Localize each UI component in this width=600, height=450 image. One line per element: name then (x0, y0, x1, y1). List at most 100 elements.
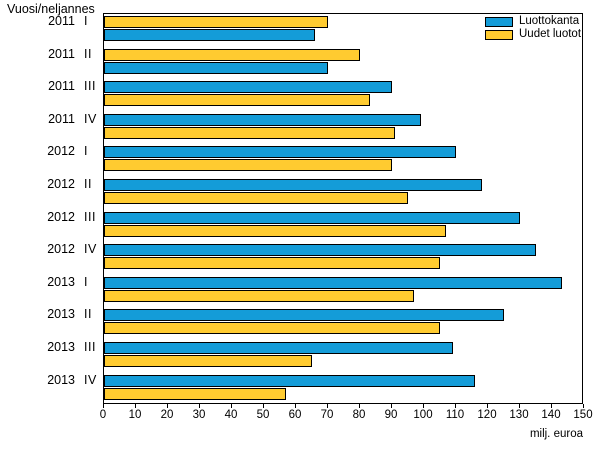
category-label-2012-II: 2012 II (44, 177, 102, 191)
bar-luottokanta-2011-IV (104, 114, 421, 126)
x-tick-label-120: 120 (477, 409, 497, 421)
category-year: 2013 (47, 340, 75, 354)
category-quarter: I (84, 14, 88, 28)
luottokanta-swatch-icon (485, 16, 513, 27)
x-tick-label-150: 150 (573, 409, 593, 421)
bar-uudet-luotot-2011-II (104, 49, 360, 61)
bar-uudet-luotot-2011-IV (104, 127, 395, 139)
bar-uudet-luotot-2013-IV (104, 388, 286, 400)
category-year: 2013 (47, 373, 75, 387)
x-tick-label-80: 80 (352, 409, 366, 421)
category-label-2011-I: 2011 I (44, 14, 102, 28)
x-tick-label-60: 60 (288, 409, 302, 421)
x-tick-label-10: 10 (128, 409, 142, 421)
legend-item-uudet-luotot: Uudet luotot (485, 28, 582, 40)
category-label-2012-IV: 2012 IV (44, 242, 102, 256)
x-tick-label-100: 100 (413, 409, 433, 421)
category-year: 2011 (48, 47, 75, 61)
x-axis-unit-label: milj. euroa (529, 428, 583, 440)
bar-luottokanta-2013-III (104, 342, 453, 354)
category-quarter: IV (84, 112, 97, 126)
category-label-2013-II: 2013 II (44, 307, 102, 321)
x-tick-40 (231, 404, 232, 408)
bar-uudet-luotot-2012-IV (104, 257, 440, 269)
x-tick-90 (391, 404, 392, 408)
category-quarter: I (84, 144, 88, 158)
bar-luottokanta-2012-I (104, 146, 456, 158)
uudet-luotot-swatch-icon (485, 29, 513, 40)
legend-label-uudet-luotot: Uudet luotot (519, 28, 582, 40)
category-quarter: II (84, 177, 92, 191)
bar-luottokanta-2012-IV (104, 244, 536, 256)
bar-uudet-luotot-2013-III (104, 355, 312, 367)
x-tick-100 (423, 404, 424, 408)
category-quarter: IV (84, 242, 97, 256)
x-tick-label-130: 130 (509, 409, 529, 421)
category-quarter: II (84, 307, 92, 321)
category-label-2011-III: 2011 III (44, 79, 102, 93)
legend-label-luottokanta: Luottokanta (519, 15, 580, 27)
category-year: 2012 (47, 242, 75, 256)
legend: Luottokanta Uudet luotot (485, 15, 582, 42)
x-tick-label-0: 0 (99, 409, 107, 421)
category-label-2011-IV: 2011 IV (44, 112, 102, 126)
category-year: 2013 (47, 307, 75, 321)
category-year: 2011 (48, 14, 75, 28)
x-tick-130 (519, 404, 520, 408)
category-label-2011-II: 2011 II (44, 47, 102, 61)
category-quarter: III (84, 210, 96, 224)
bar-luottokanta-2011-III (104, 81, 392, 93)
category-year: 2011 (48, 79, 75, 93)
category-label-2013-I: 2013 I (44, 275, 102, 289)
x-tick-140 (551, 404, 552, 408)
x-tick-label-110: 110 (445, 409, 465, 421)
category-quarter: I (84, 275, 88, 289)
x-tick-80 (359, 404, 360, 408)
bar-luottokanta-2012-II (104, 179, 482, 191)
category-quarter: II (84, 47, 92, 61)
x-tick-20 (167, 404, 168, 408)
category-quarter: III (84, 340, 96, 354)
x-tick-label-20: 20 (160, 409, 174, 421)
bar-luottokanta-2013-I (104, 277, 562, 289)
category-quarter: III (84, 79, 96, 93)
category-label-2013-III: 2013 III (44, 340, 102, 354)
category-year: 2012 (47, 210, 75, 224)
bar-uudet-luotot-2011-III (104, 94, 370, 106)
x-tick-110 (455, 404, 456, 408)
category-year: 2012 (47, 144, 75, 158)
bar-uudet-luotot-2012-III (104, 225, 446, 237)
plot-area (103, 13, 583, 404)
category-label-2012-I: 2012 I (44, 144, 102, 158)
y-axis-title: Vuosi/neljannes (7, 2, 95, 16)
category-year: 2012 (47, 177, 75, 191)
x-tick-70 (327, 404, 328, 408)
bar-luottokanta-2013-II (104, 309, 504, 321)
bar-luottokanta-2011-I (104, 29, 315, 41)
x-tick-50 (263, 404, 264, 408)
x-tick-60 (295, 404, 296, 408)
category-label-2012-III: 2012 III (44, 210, 102, 224)
x-tick-label-140: 140 (541, 409, 561, 421)
bar-uudet-luotot-2011-I (104, 16, 328, 28)
x-tick-label-50: 50 (256, 409, 270, 421)
x-tick-label-30: 30 (192, 409, 206, 421)
x-tick-label-90: 90 (384, 409, 398, 421)
x-tick-0 (103, 404, 104, 408)
category-year: 2011 (48, 112, 75, 126)
legend-item-luottokanta: Luottokanta (485, 15, 581, 27)
x-tick-30 (199, 404, 200, 408)
bar-uudet-luotot-2013-I (104, 290, 414, 302)
category-year: 2013 (47, 275, 75, 289)
bar-uudet-luotot-2012-I (104, 159, 392, 171)
x-tick-120 (487, 404, 488, 408)
bar-uudet-luotot-2013-II (104, 322, 440, 334)
x-tick-10 (135, 404, 136, 408)
x-tick-label-40: 40 (224, 409, 238, 421)
category-label-2013-IV: 2013 IV (44, 373, 102, 387)
bar-luottokanta-2013-IV (104, 375, 475, 387)
bar-luottokanta-2012-III (104, 212, 520, 224)
bar-luottokanta-2011-II (104, 62, 328, 74)
category-quarter: IV (84, 373, 97, 387)
